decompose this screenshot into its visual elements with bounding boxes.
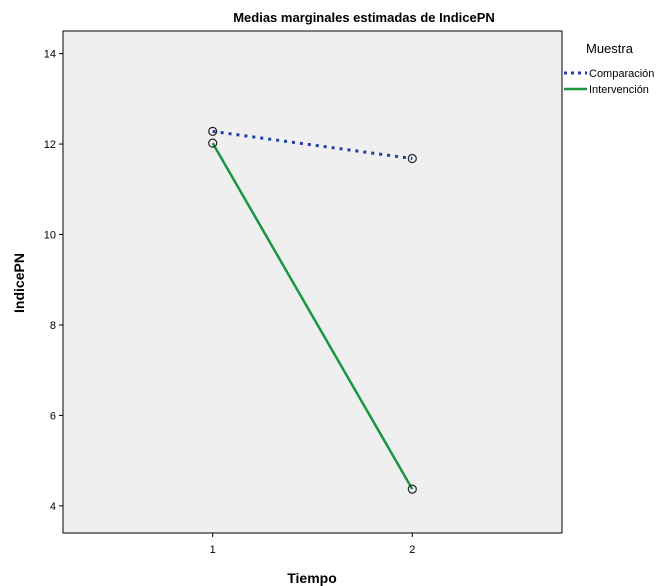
data-point-intervencion	[407, 484, 417, 494]
legend-label-intervencion: Intervención	[589, 84, 649, 96]
legend: Muestra Comparación Intervención	[564, 41, 654, 96]
legend-title: Muestra	[586, 41, 634, 56]
y-axis-label: IndicePN	[11, 253, 27, 313]
x-axis-label: Tiempo	[287, 570, 337, 586]
series-line-comparacion	[212, 129, 413, 161]
y-axis: 4 6 8 10 12 14	[44, 49, 63, 513]
x-tick-label: 2	[409, 544, 415, 556]
series-line-intervencion	[211, 142, 414, 490]
y-tick-label: 6	[50, 410, 56, 422]
y-tick-label: 14	[44, 49, 56, 61]
data-point-comparacion	[208, 126, 218, 136]
data-point-comparacion	[407, 153, 417, 164]
y-tick-label: 8	[50, 320, 56, 332]
y-tick-label: 12	[44, 139, 56, 151]
x-tick-label: 1	[210, 544, 216, 556]
legend-label-comparacion: Comparación	[589, 68, 654, 80]
data-point-intervencion	[208, 138, 218, 148]
series-layer	[208, 126, 417, 494]
y-tick-label: 4	[50, 501, 56, 513]
plot-area	[62, 30, 563, 534]
chart-title: Medias marginales estimadas de IndicePN	[233, 10, 495, 25]
y-tick-label: 10	[44, 230, 56, 242]
